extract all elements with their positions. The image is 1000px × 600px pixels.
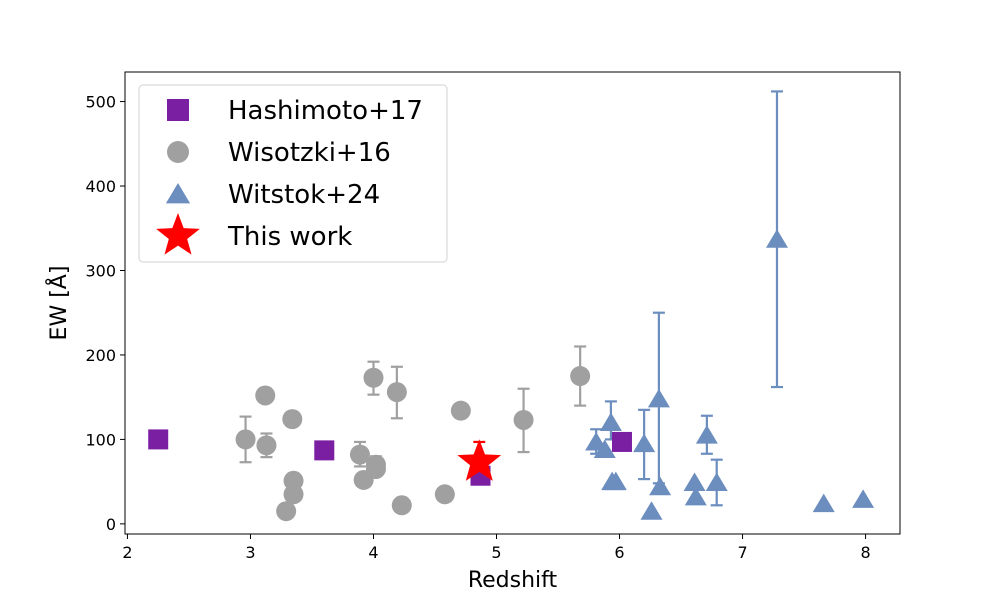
data-points: [148, 229, 875, 522]
y-axis-label: EW [Å]: [45, 266, 72, 341]
y-tick-label: 0: [106, 515, 116, 534]
triangle-marker: [852, 489, 875, 508]
triangle-marker: [705, 472, 728, 491]
circle-marker: [276, 501, 297, 522]
circle-marker: [167, 141, 189, 163]
x-tick-label: 7: [737, 543, 747, 562]
circle-marker: [283, 484, 304, 505]
circle-marker: [256, 435, 277, 456]
y-tick-label: 100: [85, 430, 116, 449]
y-tick-label: 200: [85, 346, 116, 365]
triangle-marker: [765, 229, 788, 248]
triangle-marker: [599, 412, 622, 432]
circle-marker: [434, 484, 455, 505]
x-tick-label: 8: [860, 543, 870, 562]
circle-marker: [450, 400, 471, 421]
x-axis-label: Redshift: [468, 568, 558, 593]
triangle-marker: [695, 425, 718, 444]
square-marker: [148, 429, 169, 450]
circle-marker: [282, 409, 303, 430]
legend-label: Witstok+24: [228, 180, 380, 210]
x-tick-label: 6: [614, 543, 624, 562]
y-tick-label: 500: [85, 93, 116, 112]
triangle-marker: [640, 501, 663, 520]
triangle-marker: [649, 476, 672, 496]
triangle-marker: [633, 433, 656, 453]
x-axis: 2 3 4 5 6 7 8: [122, 534, 871, 562]
y-tick-label: 400: [85, 177, 116, 196]
legend-box: [138, 84, 448, 263]
legend-label: Hashimoto+17: [228, 96, 423, 126]
x-tick-label: 2: [122, 543, 132, 562]
y-axis: 0 100 200 300 400 500: [85, 93, 125, 534]
x-tick-label: 5: [491, 543, 501, 562]
circle-marker: [386, 382, 407, 403]
triangle-marker: [812, 493, 835, 513]
plot-area-frame: [124, 71, 901, 535]
circle-marker: [235, 429, 256, 450]
circle-marker: [349, 444, 370, 465]
triangle-marker: [684, 486, 707, 506]
circle-marker: [391, 495, 412, 516]
star-marker: [156, 213, 200, 255]
circle-marker: [255, 385, 276, 406]
triangle-marker: [683, 472, 706, 491]
square-marker: [611, 431, 632, 452]
legend-label: Wisotzki+16: [228, 138, 391, 168]
square-marker: [167, 99, 189, 121]
x-tick-label: 3: [245, 543, 255, 562]
y-tick-label: 300: [85, 261, 116, 280]
x-tick-label: 4: [368, 543, 378, 562]
circle-marker: [513, 409, 534, 430]
square-marker: [314, 440, 335, 461]
circle-marker: [570, 366, 591, 387]
triangle-marker: [165, 183, 191, 204]
triangle-marker: [647, 388, 670, 408]
triangle-marker: [604, 471, 627, 491]
circle-marker: [363, 367, 384, 388]
triangle-marker: [593, 439, 616, 459]
star-marker: [457, 439, 502, 481]
legend-label: This work: [227, 222, 352, 252]
legend: Hashimoto+17 Wisotzki+16 Witstok+24 This wo…: [138, 84, 448, 263]
circle-marker: [365, 458, 386, 479]
